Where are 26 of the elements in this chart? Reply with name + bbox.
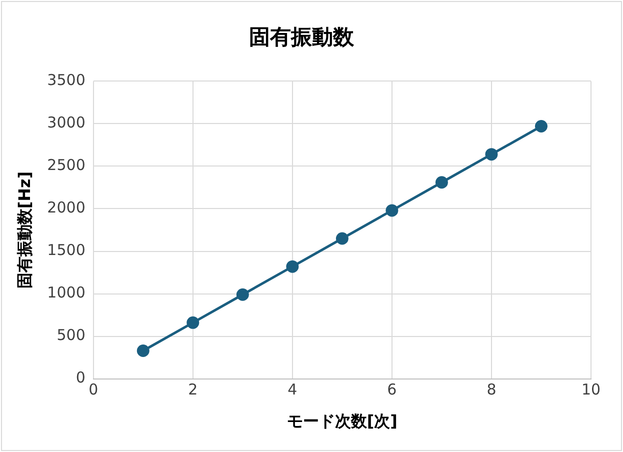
x-axis-title: モード次数[次] — [286, 412, 398, 431]
point — [534, 120, 548, 133]
y-tick-label: 0 — [76, 368, 86, 387]
chart-title: 固有振動数 — [249, 25, 355, 50]
point — [186, 316, 200, 329]
y-tick-label: 2500 — [47, 156, 86, 174]
x-tick-label: 2 — [188, 380, 198, 399]
point — [435, 176, 448, 189]
x-tick-label: 8 — [486, 380, 496, 399]
x-tick-label: 6 — [387, 380, 397, 399]
point — [485, 148, 498, 161]
y-tick-label: 3000 — [47, 114, 86, 132]
y-tick-label: 2000 — [47, 198, 86, 217]
point — [386, 204, 398, 217]
y-tick-label: 500 — [56, 326, 86, 344]
point — [236, 288, 249, 301]
y-tick-label: 3500 — [47, 71, 86, 90]
x-tick-label: 4 — [288, 380, 298, 399]
y-axis-title: 固有振動数[Hz] — [14, 171, 34, 289]
point — [286, 260, 299, 273]
point — [336, 232, 348, 245]
y-tick-label: 1000 — [47, 284, 86, 302]
point — [136, 344, 150, 357]
x-tick-label: 10 — [581, 380, 601, 399]
x-tick-label: 0 — [88, 380, 98, 399]
y-tick-label: 1500 — [47, 241, 86, 260]
